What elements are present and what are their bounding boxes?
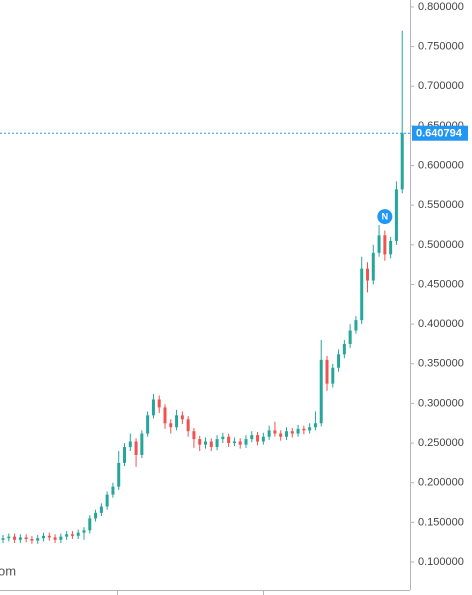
candle-body: [296, 428, 300, 434]
candle-body: [140, 433, 144, 455]
candle-body: [163, 407, 167, 424]
candle-body: [273, 430, 277, 434]
candle-body: [30, 539, 34, 541]
candle-body: [389, 240, 393, 255]
candle-body: [337, 354, 341, 368]
candle-body: [18, 537, 22, 540]
y-tick-label: 0.150000: [418, 516, 464, 528]
candle-body: [232, 441, 236, 444]
candle-body: [290, 431, 294, 434]
candle-body: [180, 415, 184, 420]
y-tick-label: 0.200000: [418, 477, 464, 489]
last-price-label: 0.640794: [416, 128, 463, 140]
candle-body: [1, 538, 5, 540]
candle-body: [348, 330, 352, 344]
candle-body: [360, 268, 364, 321]
candle-body: [192, 431, 196, 440]
y-tick-label: 0.300000: [418, 397, 464, 409]
candle-body: [13, 536, 17, 540]
candle-body: [238, 441, 242, 445]
y-tick-label: 0.800000: [418, 1, 464, 13]
candle-body: [65, 534, 69, 537]
candle-body: [59, 536, 63, 540]
candle-body: [227, 436, 231, 444]
candle-body: [123, 447, 126, 463]
candle-body: [146, 415, 150, 434]
candle-body: [82, 530, 86, 533]
candle-body: [209, 441, 213, 448]
y-tick-label: 0.550000: [418, 199, 464, 211]
candle-body: [117, 462, 121, 487]
candle-body: [53, 537, 57, 540]
candle-body: [151, 399, 155, 416]
candle-body: [261, 436, 265, 442]
candle-body: [70, 534, 74, 536]
news-marker-label: N: [382, 211, 389, 221]
candle-body: [383, 235, 387, 255]
y-tick-label: 0.600000: [418, 159, 464, 171]
y-tick-label: 0.700000: [418, 80, 464, 92]
candle-body: [308, 427, 312, 431]
candle-body: [285, 431, 288, 437]
candle-body: [302, 428, 306, 431]
candle-body: [36, 538, 40, 541]
y-tick-label: 0.250000: [418, 437, 464, 449]
y-tick-label: 0.100000: [418, 556, 464, 568]
candle-body: [105, 494, 109, 507]
candle-body: [175, 415, 179, 428]
candle-body: [331, 367, 335, 384]
news-marker: [377, 209, 393, 225]
candle-body: [250, 435, 254, 440]
candle-body: [215, 439, 219, 448]
candle-body: [319, 359, 323, 424]
y-tick-label: 0.450000: [418, 278, 464, 290]
candle-body: [76, 532, 80, 536]
candle-body: [354, 320, 358, 331]
candle-body: [267, 430, 271, 437]
candle-body: [221, 436, 225, 440]
candle-body: [394, 189, 398, 241]
candle-body: [371, 252, 375, 281]
candle-body: [325, 359, 329, 384]
candle-body: [169, 423, 173, 428]
y-tick-label: 0.350000: [418, 358, 464, 370]
candle-body: [88, 518, 92, 531]
candle-body: [342, 343, 346, 355]
candle-body: [279, 433, 283, 437]
candle-body: [204, 441, 207, 445]
y-tick-label: 0.500000: [418, 239, 464, 251]
candle-body: [134, 441, 138, 455]
candle-body: [47, 535, 51, 538]
candle-body: [313, 423, 317, 428]
candle-body: [198, 439, 202, 445]
y-tick-label: 0.400000: [418, 318, 464, 330]
candle-body: [99, 506, 103, 513]
candle-body: [244, 439, 248, 445]
candle-body: [377, 235, 381, 253]
candle-body: [111, 486, 115, 495]
candle-body: [128, 441, 132, 448]
watermark: om: [0, 563, 16, 578]
candle-body: [94, 512, 98, 519]
candle-body: [186, 419, 190, 432]
last-price-box: [412, 125, 468, 141]
candle-body: [400, 133, 404, 190]
candle-body: [366, 268, 369, 281]
candle-body: [157, 399, 161, 408]
candle-body: [256, 435, 260, 442]
candle-body: [42, 535, 45, 539]
candle-body: [7, 536, 11, 539]
candle-body: [24, 537, 28, 540]
y-tick-label: 0.750000: [418, 41, 464, 53]
